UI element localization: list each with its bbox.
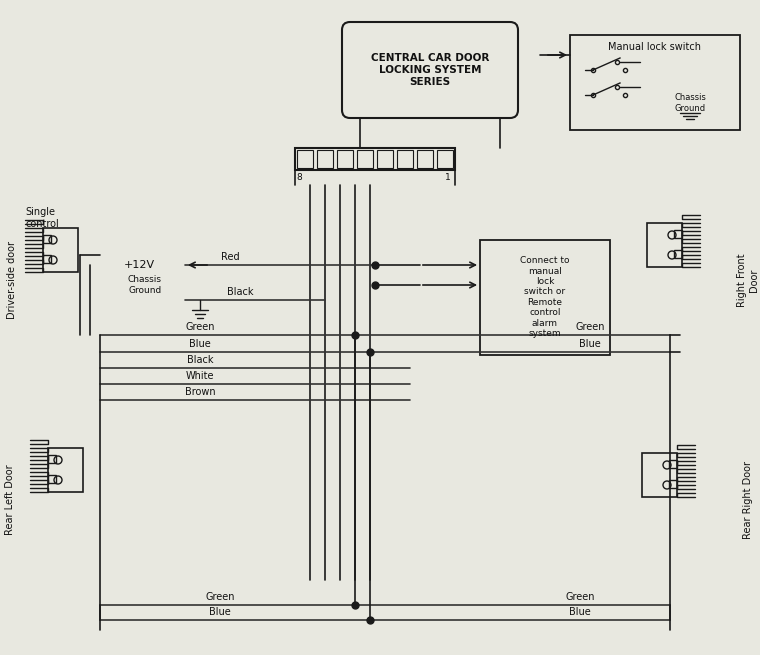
- Bar: [48, 455, 56, 463]
- Text: Chassis
Ground: Chassis Ground: [128, 275, 162, 295]
- Text: Blue: Blue: [209, 607, 231, 617]
- Bar: [647, 223, 682, 267]
- Bar: [397, 150, 413, 168]
- Bar: [43, 235, 51, 243]
- Text: Brown: Brown: [185, 387, 215, 397]
- Bar: [48, 448, 83, 492]
- Bar: [417, 150, 433, 168]
- Bar: [337, 150, 353, 168]
- Bar: [377, 150, 393, 168]
- Bar: [357, 150, 373, 168]
- Text: Chassis
Ground: Chassis Ground: [674, 93, 706, 113]
- Text: Blue: Blue: [569, 607, 591, 617]
- Bar: [674, 250, 682, 258]
- Text: Rear Left Door: Rear Left Door: [5, 464, 15, 535]
- Text: White: White: [185, 371, 214, 381]
- FancyBboxPatch shape: [342, 22, 518, 118]
- Text: Driver-side door: Driver-side door: [7, 241, 17, 319]
- Text: Green: Green: [575, 322, 605, 332]
- Bar: [642, 453, 677, 497]
- Text: Green: Green: [205, 592, 235, 602]
- Bar: [295, 148, 455, 170]
- Text: Green: Green: [185, 322, 215, 332]
- Bar: [43, 255, 51, 263]
- Bar: [43, 228, 78, 272]
- Text: +12V: +12V: [124, 260, 155, 270]
- Text: Connect to
manual
lock
switch or
Remote
control
alarm
system: Connect to manual lock switch or Remote …: [521, 256, 570, 338]
- Text: Rear Right Door: Rear Right Door: [743, 461, 753, 539]
- Text: Manual lock switch: Manual lock switch: [609, 42, 701, 52]
- Bar: [480, 240, 610, 355]
- Text: 8: 8: [296, 174, 302, 183]
- Bar: [674, 230, 682, 238]
- Text: 1: 1: [445, 174, 451, 183]
- Bar: [669, 480, 677, 488]
- Text: Green: Green: [565, 592, 595, 602]
- Text: Blue: Blue: [189, 339, 211, 349]
- Bar: [669, 460, 677, 468]
- Bar: [570, 35, 740, 130]
- Bar: [437, 150, 453, 168]
- Bar: [297, 150, 313, 168]
- Text: Blue: Blue: [579, 339, 601, 349]
- Text: Red: Red: [220, 252, 239, 262]
- Text: Black: Black: [226, 287, 253, 297]
- Text: Single
control: Single control: [25, 207, 59, 229]
- Bar: [317, 150, 333, 168]
- Bar: [48, 475, 56, 483]
- Text: Right Front
Door: Right Front Door: [737, 253, 758, 307]
- Text: Black: Black: [187, 355, 214, 365]
- Text: CENTRAL CAR DOOR
LOCKING SYSTEM
SERIES: CENTRAL CAR DOOR LOCKING SYSTEM SERIES: [371, 54, 489, 86]
